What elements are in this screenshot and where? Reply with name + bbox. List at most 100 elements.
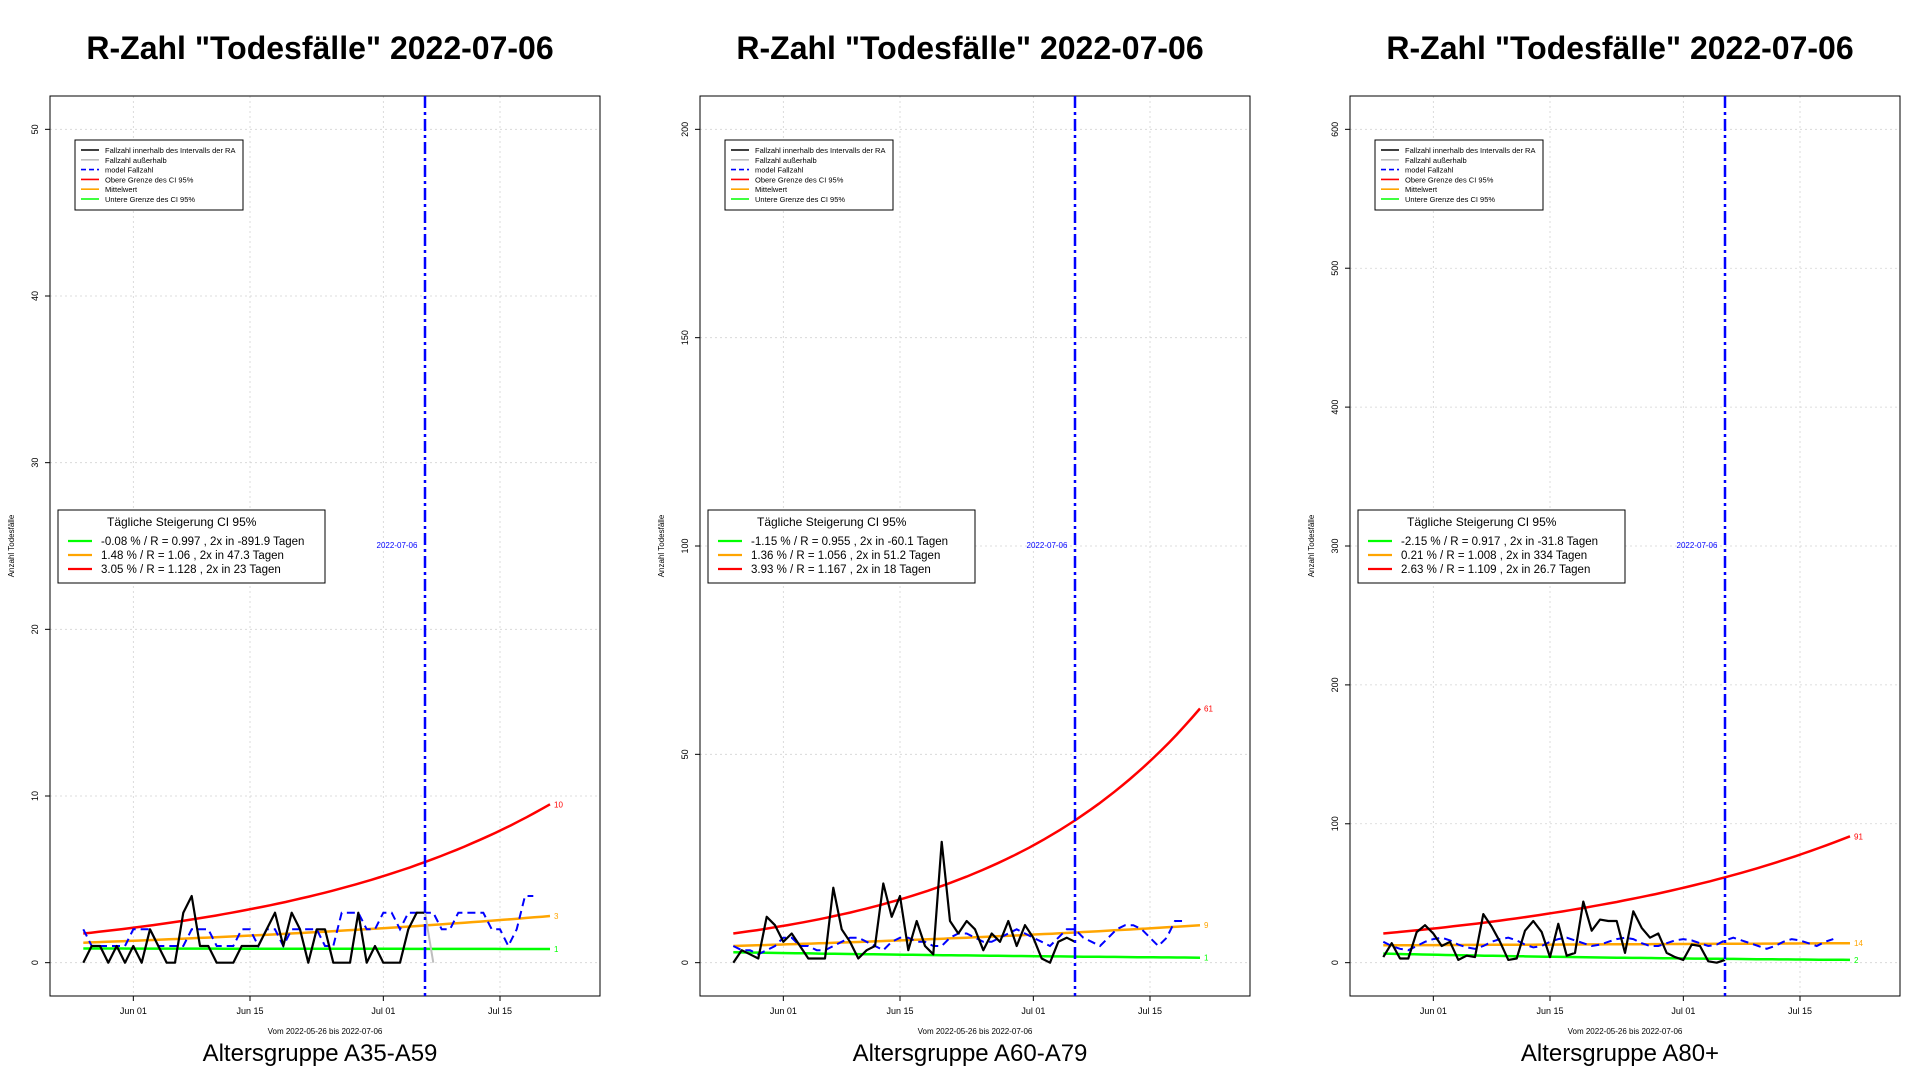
y-tick-label: 500: [1330, 261, 1340, 276]
y-tick-label: 150: [680, 330, 690, 345]
legend-label-mean: Mittelwert: [105, 185, 138, 194]
y-tick-label: 600: [1330, 122, 1340, 137]
chart-plot: 0 100 200 300 400 500 600 Jun 01 Jun 15 Jul 01 Jul…: [1307, 95, 1901, 1036]
report-date-label: 2022-07-06: [1027, 541, 1068, 550]
y-tick-label: 50: [680, 749, 690, 759]
legend-label-mean: Mittelwert: [755, 185, 788, 194]
ci-line-text-upper: 2.63 % / R = 1.109 , 2x in 26.7 Tagen: [1401, 564, 1590, 576]
upper-ci-line: [733, 707, 1201, 935]
lower-ci-line-end-label: 1: [554, 945, 559, 954]
y-axis-label: Anzahl Todesfälle: [657, 514, 666, 577]
x-axis-label: Vom 2022-05-26 bis 2022-07-06: [268, 1027, 383, 1036]
y-tick-label: 20: [30, 624, 40, 634]
mean-line-end-label: 3: [554, 912, 559, 921]
ci-growth-box: [707, 509, 976, 584]
ci-line-text-lower: -2.15 % / R = 0.917 , 2x in -31.8 Tagen: [1401, 536, 1598, 548]
y-tick-label: 400: [1330, 400, 1340, 415]
ci-box-title: Tägliche Steigerung CI 95%: [757, 515, 907, 529]
y-tick-label: 40: [30, 291, 40, 301]
upper-ci-line-end-label: 10: [554, 800, 563, 809]
x-tick-label: Jul 15: [1138, 1006, 1162, 1016]
ci-line-text-lower: -1.15 % / R = 0.955 , 2x in -60.1 Tagen: [751, 536, 948, 548]
series-legend: [724, 139, 894, 211]
ci-line-text-upper: 3.93 % / R = 1.167 , 2x in 18 Tagen: [751, 564, 931, 576]
y-tick-label: 10: [30, 791, 40, 801]
x-tick-label: Jun 01: [120, 1006, 147, 1016]
x-tick-label: Jul 15: [1788, 1006, 1812, 1016]
chart-subtitle: Altersgruppe A60-A79: [852, 1040, 1088, 1067]
ci-box-title: Tägliche Steigerung CI 95%: [1407, 515, 1557, 529]
lower-ci-line: [1383, 952, 1851, 962]
model-series-line: [1382, 936, 1834, 952]
x-tick-label: Jun 15: [886, 1006, 913, 1016]
legend-label-upper: Obere Grenze des CI 95%: [105, 175, 194, 184]
legend-label-model: model Fallzahl: [1405, 166, 1454, 175]
series-legend: [1374, 139, 1544, 211]
mean-line-end-label: 9: [1204, 921, 1209, 930]
ci-line-text-mean: 0.21 % / R = 1.008 , 2x in 334 Tagen: [1401, 550, 1587, 562]
upper-ci-line-end-label: 61: [1204, 705, 1213, 714]
lower-ci-line-end-label: 2: [1854, 956, 1859, 965]
legend-label-mean: Mittelwert: [1405, 185, 1438, 194]
y-tick-label: 0: [680, 960, 690, 965]
legend-label-lower: Untere Grenze des CI 95%: [1405, 195, 1495, 204]
y-tick-label: 50: [30, 124, 40, 134]
mean-line: [733, 923, 1201, 948]
y-tick-label: 300: [1330, 538, 1340, 553]
report-date-label: 2022-07-06: [1677, 541, 1718, 550]
y-tick-label: 200: [680, 122, 690, 137]
chart-panel-a35-a59: R-Zahl "Todesfälle" 2022-07-06 0 10 20 30 40…: [0, 0, 640, 1080]
outside-series-line: [424, 912, 435, 963]
upper-ci-line-end-label: 91: [1854, 832, 1863, 841]
y-tick-label: 0: [30, 960, 40, 965]
y-tick-label: 200: [1330, 677, 1340, 692]
y-tick-label: 30: [30, 458, 40, 468]
x-tick-label: Jun 15: [236, 1006, 263, 1016]
upper-ci-line: [1383, 835, 1851, 935]
x-tick-label: Jul 01: [371, 1006, 395, 1016]
x-tick-label: Jun 01: [770, 1006, 797, 1016]
chart-title: R-Zahl "Todesfälle" 2022-07-06: [736, 30, 1204, 66]
chart-title: R-Zahl "Todesfälle" 2022-07-06: [1386, 30, 1854, 66]
legend-label-outside: Fallzahl außerhalb: [105, 156, 167, 165]
legend-label-upper: Obere Grenze des CI 95%: [1405, 175, 1494, 184]
legend-label-model: model Fallzahl: [755, 166, 804, 175]
model-series-line: [82, 895, 534, 949]
ci-line-text-upper: 3.05 % / R = 1.128 , 2x in 23 Tagen: [101, 564, 281, 576]
legend-label-upper: Obere Grenze des CI 95%: [755, 175, 844, 184]
lower-ci-line: [83, 947, 550, 951]
legend-label-inside: Fallzahl innerhalb des Intervalls der RA: [1405, 146, 1535, 155]
plot-frame: [49, 95, 601, 997]
chart-panel-a80-plus: R-Zahl "Todesfälle" 2022-07-06 0 100 200 30…: [1300, 0, 1920, 1080]
y-tick-label: 0: [1330, 960, 1340, 965]
x-tick-label: Jul 01: [1671, 1006, 1695, 1016]
x-axis-label: Vom 2022-05-26 bis 2022-07-06: [918, 1027, 1033, 1036]
legend-label-lower: Untere Grenze des CI 95%: [105, 195, 195, 204]
ci-growth-box: [1357, 509, 1626, 584]
report-date-label: 2022-07-06: [377, 541, 418, 550]
ci-growth-box: [57, 509, 326, 584]
legend-label-model: model Fallzahl: [105, 166, 154, 175]
legend-label-lower: Untere Grenze des CI 95%: [755, 195, 845, 204]
upper-ci-line: [83, 803, 551, 935]
y-axis-label: Anzahl Todesfälle: [7, 514, 16, 577]
legend-label-inside: Fallzahl innerhalb des Intervalls der RA: [755, 146, 885, 155]
y-tick-label: 100: [1330, 816, 1340, 831]
ci-line-text-mean: 1.48 % / R = 1.06 , 2x in 47.3 Tagen: [101, 550, 284, 562]
ci-box-title: Tägliche Steigerung CI 95%: [107, 515, 257, 529]
x-tick-label: Jun 15: [1536, 1006, 1563, 1016]
lower-ci-line-end-label: 1: [1204, 954, 1209, 963]
x-axis-label: Vom 2022-05-26 bis 2022-07-06: [1568, 1027, 1683, 1036]
chart-title: R-Zahl "Todesfälle" 2022-07-06: [86, 30, 554, 66]
observed-series-line: [82, 894, 425, 964]
ci-line-text-lower: -0.08 % / R = 0.997 , 2x in -891.9 Tagen: [101, 536, 304, 548]
observed-series-line: [732, 840, 1076, 964]
chart-subtitle: Altersgruppe A80+: [1520, 1040, 1720, 1067]
chart-plot: 0 10 20 30 40 50 Jun 01 Jun 15 Jul 01 Jul 15 Vom 2…: [7, 95, 601, 1036]
chart-subtitle: Altersgruppe A35-A59: [202, 1040, 438, 1067]
observed-series-line: [1382, 900, 1726, 964]
x-tick-label: Jul 15: [488, 1006, 512, 1016]
chart-plot: 0 50 100 150 200 Jun 01 Jun 15 Jul 01 Jul 15 Vom …: [657, 95, 1251, 1036]
y-axis-label: Anzahl Todesfälle: [1307, 514, 1316, 577]
y-tick-label: 100: [680, 538, 690, 553]
